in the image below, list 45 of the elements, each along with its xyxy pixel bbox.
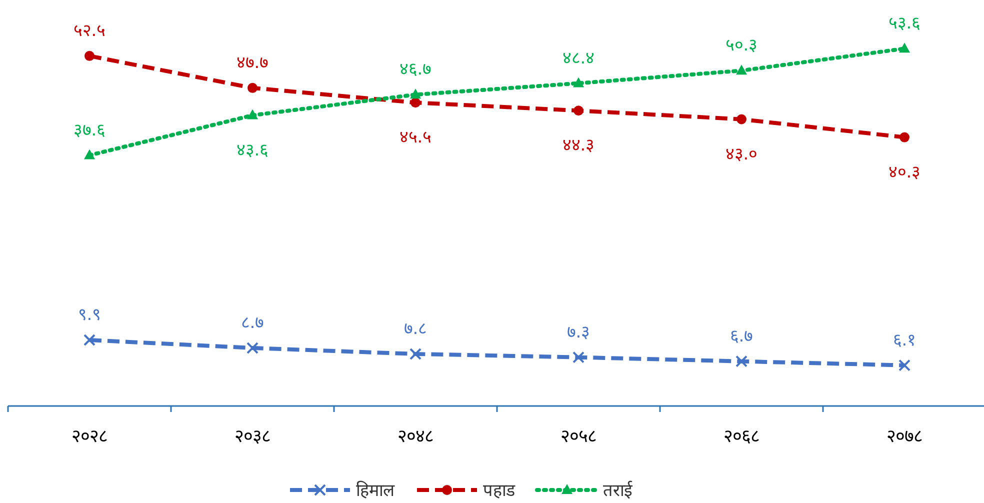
legend-label: तराई [603, 480, 633, 501]
point [573, 77, 584, 88]
x-tick-label: २०३८ [234, 426, 270, 447]
data-label: ४३.० [725, 144, 758, 164]
x-tick-label: २०४८ [398, 426, 434, 447]
point [899, 42, 910, 53]
point [84, 50, 94, 61]
point [410, 88, 421, 99]
data-label: ४५.५ [399, 128, 432, 148]
x-tick-label: २०७८ [886, 426, 922, 447]
point [572, 351, 584, 364]
data-label: ६.७ [730, 326, 754, 346]
point [736, 64, 747, 75]
data-label: ५२.५ [73, 20, 106, 41]
data-label: ५३.६ [888, 14, 921, 34]
data-label: ६.१ [892, 330, 916, 350]
point [248, 82, 258, 93]
point [574, 106, 584, 116]
data-label: ३७.६ [73, 120, 106, 140]
point [410, 98, 420, 108]
data-label: ८.७ [240, 312, 264, 333]
x-tick-label: २०२८ [72, 426, 108, 447]
point [246, 342, 258, 354]
point [900, 132, 910, 142]
x-tick-label: २०५८ [560, 426, 596, 447]
legend-label: पहाड [483, 481, 516, 501]
data-label: ४३.६ [236, 140, 269, 160]
data-label: ७.८ [404, 318, 428, 339]
data-label: ४४.३ [562, 136, 595, 156]
point [247, 109, 258, 120]
data-label: ४०.३ [888, 162, 921, 182]
point [898, 359, 910, 372]
point [736, 114, 746, 124]
data-label: ४८.४ [562, 48, 595, 68]
point [84, 149, 95, 160]
data-label: ९.९ [78, 304, 102, 325]
point [736, 355, 748, 368]
x-tick-label: २०६८ [724, 426, 760, 447]
data-label: ४६.७ [399, 60, 432, 80]
point [410, 348, 422, 360]
data-label: ४७.७ [236, 52, 269, 73]
legend-label: हिमाल [356, 480, 395, 501]
data-label: ५०.३ [725, 36, 758, 56]
point [84, 334, 96, 346]
data-label: ७.३ [566, 322, 590, 342]
